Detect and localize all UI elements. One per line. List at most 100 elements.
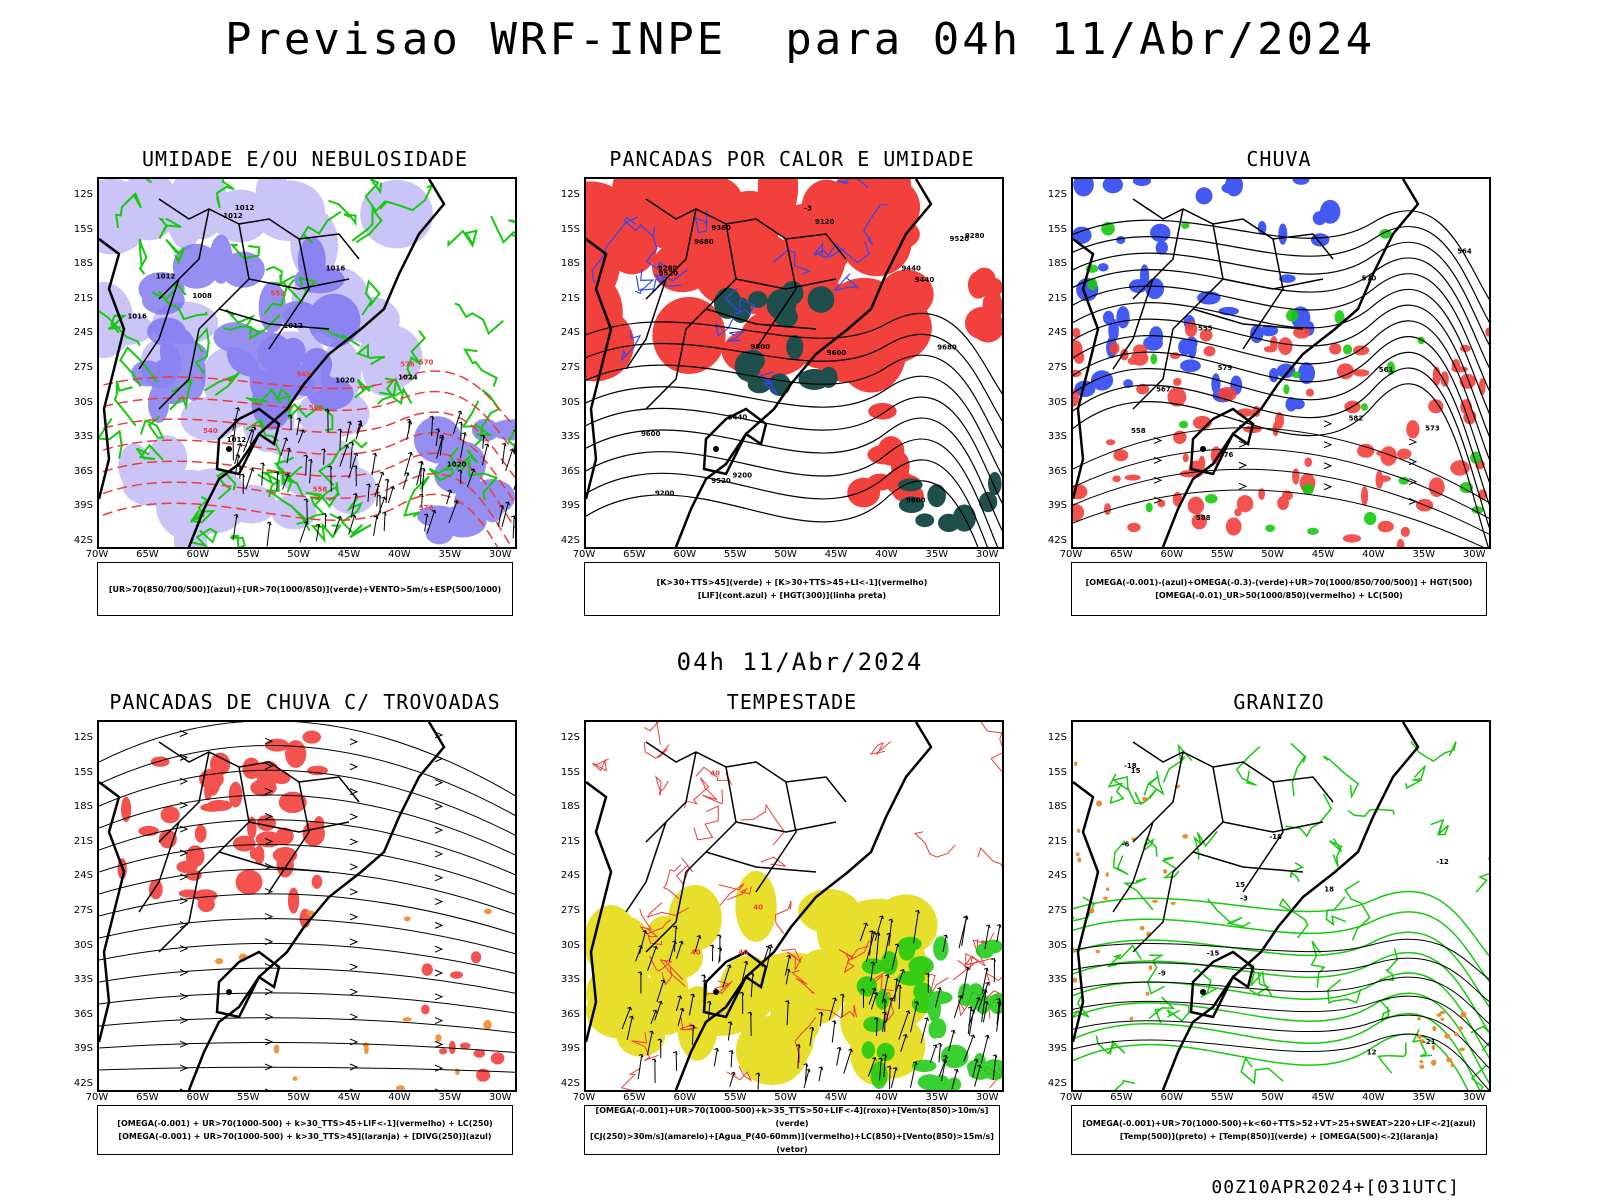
lat-label: 39S: [1047, 1043, 1067, 1055]
contour-label: 40: [691, 949, 701, 957]
temp500-contours: [1073, 938, 1489, 1090]
lon-label: 30W: [488, 549, 512, 560]
lat-label: 21S: [1047, 835, 1067, 847]
wind850-green-fill: [856, 936, 1002, 1090]
lat-label: 15S: [1047, 766, 1067, 778]
lon-label: 55W: [236, 549, 260, 560]
lon-label: 65W: [623, 549, 646, 560]
lon-label: 35W: [438, 1092, 462, 1103]
lc500-streamlines: [1073, 419, 1489, 547]
contour-label: 1024: [398, 373, 418, 381]
lon-label: 40W: [388, 549, 411, 560]
contour-label: 9600: [827, 349, 847, 357]
lat-label: 30S: [1047, 396, 1067, 408]
coastline-borders: [586, 179, 933, 547]
lon-label: 35W: [1412, 1092, 1436, 1103]
contour-label: 9440: [915, 276, 935, 284]
lat-label: 36S: [560, 465, 580, 477]
contour-label: 558: [313, 485, 328, 493]
contour-label: 9520: [950, 235, 970, 243]
lon-label: 50W: [1261, 549, 1284, 560]
lat-label: 15S: [73, 766, 93, 778]
contour-label: -6: [1122, 840, 1130, 848]
lat-label: 33S: [560, 974, 580, 986]
legend-line: [OMEGA(-0.001)+UR>70(1000-500)+k<60+TTS>…: [1082, 1119, 1476, 1128]
contour-label: 552: [270, 290, 285, 298]
lat-label: 42S: [73, 535, 93, 546]
lon-label: 55W: [1210, 1092, 1234, 1103]
lc250-streamlines: [99, 722, 515, 1090]
contour-label: -21: [1423, 1038, 1436, 1046]
contour-label: 573: [1425, 424, 1440, 432]
lon-label: 30W: [1462, 549, 1486, 560]
run-footer: 00Z10APR2024+[031UTC]: [1211, 1177, 1460, 1198]
coastline-borders: [99, 179, 446, 547]
coastline-borders: [1073, 179, 1420, 547]
contour-label: 9280: [965, 232, 985, 240]
legend-line: [OMEGA(-0.001)-(azul)+OMEGA(-0.3)-(verde…: [1085, 578, 1473, 587]
thunder-orange-fill: [215, 908, 492, 1090]
lat-label: 12S: [73, 732, 93, 743]
contour-label: 40: [738, 949, 748, 957]
contour-label: 561: [1379, 366, 1394, 374]
lat-label: 33S: [73, 431, 93, 443]
lat-label: 18S: [73, 801, 93, 813]
contour-label: -15: [1207, 949, 1220, 957]
panel-title-pancadas-calor: PANCADAS POR CALOR E UMIDADE: [609, 147, 975, 171]
contour-label: 570: [1362, 275, 1377, 283]
k-tts-green-fill-south: [897, 471, 1002, 533]
wind850-vectors: [621, 915, 892, 1090]
contour-label: 540: [203, 427, 218, 435]
contour-label: 558: [1131, 427, 1146, 435]
lat-label: 39S: [73, 1043, 93, 1055]
lat-label: 24S: [560, 327, 580, 339]
contour-labels: 40 40 40 40: [691, 769, 763, 956]
contour-label: 9600: [751, 343, 771, 351]
lon-label: 40W: [388, 1092, 411, 1103]
omega500-orange-dots: [1073, 761, 1189, 1021]
lon-label: 55W: [1210, 549, 1234, 560]
lon-label: 50W: [774, 549, 797, 560]
lat-label: 33S: [1047, 431, 1067, 443]
lon-label: 35W: [925, 1092, 949, 1103]
lat-label: 27S: [560, 905, 580, 916]
thunder-red-fill: [117, 730, 328, 928]
legend-line: [OMEGA(-0.01)_UR>50(1000/850)(vermelho) …: [1155, 591, 1403, 600]
contour-label: 1012: [227, 436, 247, 444]
lat-label: 18S: [1047, 258, 1067, 270]
lat-label: 36S: [73, 1008, 93, 1020]
legend-line: [CJ(250)>30m/s](amarelo)+[Agua_P(40-60mm…: [590, 1132, 994, 1154]
lon-label: 30W: [975, 549, 999, 560]
lon-label: 65W: [136, 549, 159, 560]
contour-label: -12: [1436, 858, 1449, 866]
legend-line: [K>30+TTS>45](verde) + [K>30+TTS>45+LI<-…: [656, 578, 928, 587]
lon-label: 40W: [1362, 549, 1385, 560]
contour-label: 546: [296, 371, 311, 379]
lon-label: 40W: [875, 1092, 898, 1103]
contour-label: -18: [1124, 762, 1137, 770]
map-canvas-tempestade: 40 40 40 40: [586, 722, 1002, 1090]
lat-label: 33S: [73, 974, 93, 986]
contour-label: 9680: [937, 344, 957, 352]
contour-label: 9600: [906, 497, 926, 505]
panel-title-pancadas-trovoadas: PANCADAS DE CHUVA C/ TROVOADAS: [109, 690, 501, 714]
lat-label: 42S: [1047, 1078, 1067, 1089]
panel-title-granizo: GRANIZO: [1233, 690, 1325, 714]
legend-line: [OMEGA(-0.001) + UR>70(1000-500) + k>30_…: [118, 1132, 492, 1141]
lat-label: 24S: [73, 327, 93, 339]
lat-label: 15S: [560, 223, 580, 235]
lat-label: 30S: [560, 939, 580, 951]
panel-title-chuva: CHUVA: [1246, 147, 1312, 171]
legend-granizo: [OMEGA(-0.001)+UR>70(1000-500)+k<60+TTS>…: [1071, 1105, 1487, 1155]
contour-labels: 1008101210121012101210161016102010201024…: [127, 204, 466, 512]
map-panel-umidade: 1008 1012 1012 1012 1012 1016 1016 1020 1020 1024…: [97, 177, 517, 549]
lat-label: 21S: [560, 292, 580, 304]
lat-label: 30S: [1047, 939, 1067, 951]
mid-title: 04h 11/Abr/2024: [676, 648, 924, 676]
lon-label: 55W: [723, 549, 747, 560]
contour-label: -3: [804, 205, 812, 213]
lon-label: 60W: [186, 549, 210, 560]
main-title: Previsao WRF-INPE para 04h 11/Abr/2024: [224, 14, 1376, 65]
contour-label: 564: [1457, 248, 1472, 256]
lon-label: 30W: [1462, 1092, 1486, 1103]
